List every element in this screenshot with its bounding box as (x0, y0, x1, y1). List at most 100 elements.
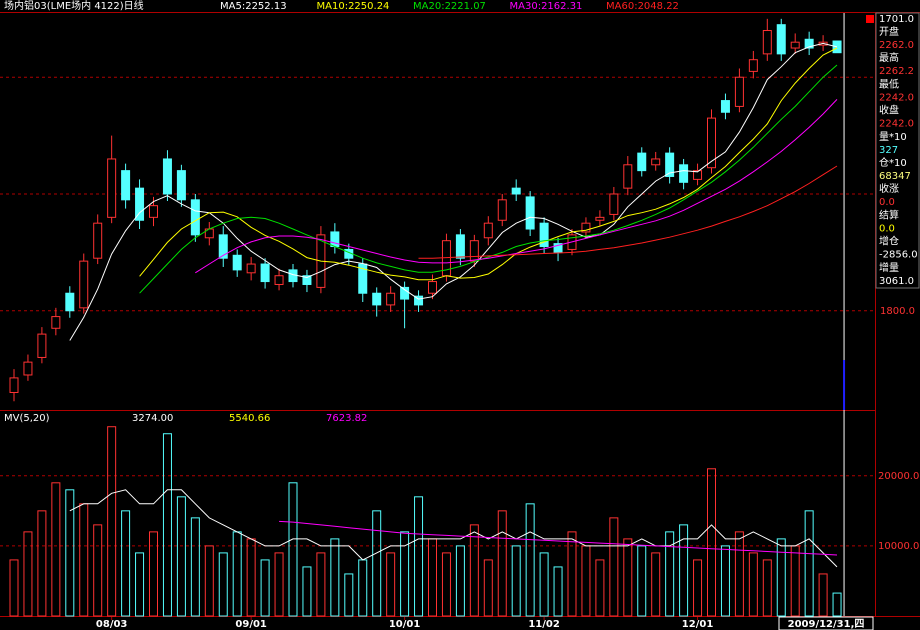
legend-entry: 7623.82 (326, 413, 367, 424)
volume-bar (651, 552, 661, 617)
volume-bar (121, 510, 131, 617)
candle-body (37, 333, 47, 358)
candle-body (260, 263, 270, 283)
volume-bar (623, 538, 633, 617)
info-value: 68347 (879, 171, 911, 182)
y-tick-label: 1800.0 (880, 306, 915, 317)
date-box (778, 616, 874, 630)
candle-body (483, 222, 493, 239)
volume-bar (218, 552, 228, 617)
candle-body (107, 158, 117, 218)
info-label: 仓*10 (879, 156, 907, 169)
volume-bar (818, 573, 828, 617)
candle-body (288, 269, 298, 283)
volume-bar (455, 545, 465, 617)
volume-bar (665, 531, 675, 617)
ma-line (69, 489, 838, 568)
volume-bar (776, 538, 786, 617)
x-tick-label: 08/03 (96, 619, 128, 630)
candle-body (734, 76, 744, 107)
candle-body (330, 231, 340, 248)
ma-line (418, 165, 838, 259)
volume-bar (414, 496, 424, 617)
volume-bar (93, 524, 103, 617)
candle-body (135, 187, 145, 221)
legend-entry: MA60:2048.22 (606, 1, 679, 12)
legend-entry: MA5:2252.13 (220, 1, 287, 12)
candle-body (121, 170, 131, 201)
volume-bar (302, 566, 312, 617)
candle-body (190, 199, 200, 236)
candle-body (93, 222, 103, 259)
candle-body (400, 286, 410, 300)
x-tick-label: 11/02 (528, 619, 560, 630)
info-value: 0.0 (879, 197, 895, 208)
volume-bar (609, 517, 619, 617)
legend-entry: MA30:2162.31 (510, 1, 583, 12)
volume-bar (149, 531, 158, 617)
candle-body (232, 254, 242, 271)
candle-body (776, 24, 786, 55)
legend-entry: MA20:2221.07 (413, 1, 486, 12)
volume-bar (274, 552, 284, 617)
candle-body (581, 222, 591, 233)
candle-body (414, 295, 424, 306)
info-label: 开盘 (879, 25, 899, 38)
chart-title: 场内铝03(LME场内 4122)日线 (4, 0, 144, 12)
volume-bar (37, 510, 47, 617)
volume-bar (162, 433, 172, 617)
volume-bar (553, 566, 563, 617)
volume-bar (832, 592, 842, 617)
info-value: 2262.2 (879, 66, 914, 77)
volume-bar (497, 510, 507, 617)
ma-line (139, 64, 838, 294)
candle-body (23, 361, 33, 376)
volume-bar (9, 559, 19, 617)
volume-bar (260, 559, 270, 617)
candle-body (511, 187, 521, 195)
volume-bar (525, 503, 535, 617)
volume-bar (135, 552, 145, 617)
info-label: 最高 (879, 51, 899, 64)
legend-entry: 5540.66 (229, 413, 270, 424)
volume-bar (637, 545, 647, 617)
candle-body (609, 193, 619, 215)
volume-bar (567, 531, 577, 617)
volume-bar (107, 426, 117, 617)
candle-body (65, 292, 75, 312)
x-tick-label: 10/01 (389, 619, 421, 630)
cursor-date: 2009/12/31,四 (788, 618, 865, 630)
candle-body (469, 240, 479, 262)
candle-body (302, 275, 312, 285)
candle-body (693, 170, 703, 180)
info-value: 0.0 (879, 223, 895, 234)
info-label: 增仓 (879, 235, 899, 248)
volume-bar (330, 538, 340, 617)
volume-bar (51, 482, 61, 617)
volume-bar (23, 531, 33, 617)
volume-bar (511, 545, 521, 617)
info-panel (875, 12, 920, 289)
info-value: 2242.0 (879, 92, 914, 103)
volume-bar (595, 559, 605, 617)
candle-body (162, 158, 172, 195)
candle-body (651, 158, 661, 166)
candle-body (79, 260, 89, 309)
candle-body (595, 216, 605, 221)
candle-body (9, 377, 19, 393)
candle-body (455, 234, 465, 259)
candle-body (804, 38, 814, 49)
info-label: 量*10 (879, 131, 907, 143)
candle-body (428, 281, 437, 294)
ma-line (279, 520, 838, 556)
candle-body (218, 234, 228, 259)
info-marker (866, 15, 874, 23)
candle-body (525, 196, 535, 230)
volume-bar (288, 482, 298, 617)
volume-bar (720, 545, 730, 617)
volume-label: MV(5,20) (4, 413, 50, 424)
candle-body (637, 152, 647, 172)
volume-bar (762, 559, 772, 617)
